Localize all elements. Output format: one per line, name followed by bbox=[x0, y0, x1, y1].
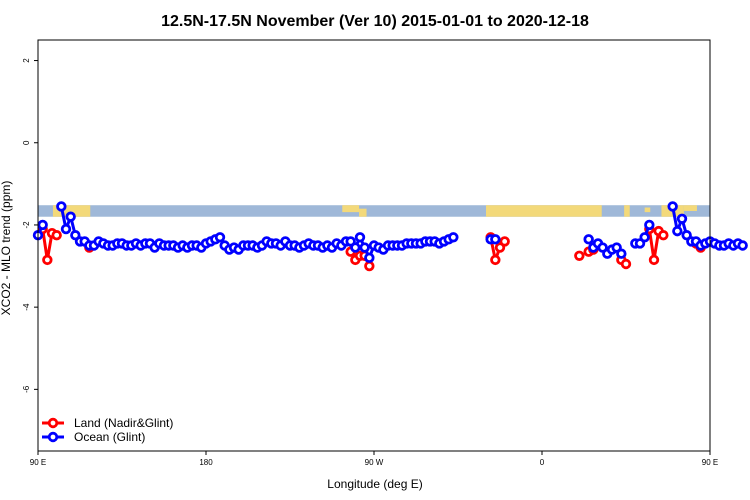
data-point bbox=[676, 213, 688, 224]
legend-ocean-label: Ocean (Glint) bbox=[74, 430, 145, 444]
data-point bbox=[658, 230, 669, 241]
y-axis-label: XCO2 - MLO trend (ppm) bbox=[0, 181, 13, 316]
data-point bbox=[644, 219, 655, 231]
legend-ocean-marker bbox=[47, 431, 59, 443]
data-point bbox=[364, 252, 375, 264]
data-point bbox=[364, 260, 375, 272]
chart-title: 12.5N-17.5N November (Ver 10) 2015-01-01… bbox=[161, 13, 589, 30]
y-tick-label: -4 bbox=[22, 303, 31, 311]
land-mass bbox=[342, 205, 360, 213]
y-tick-label: -2 bbox=[22, 221, 31, 229]
data-point bbox=[574, 250, 585, 261]
legend: Land (Nadir&Glint) Ocean (Glint) bbox=[42, 416, 173, 444]
land-mass bbox=[683, 205, 697, 211]
data-point bbox=[499, 236, 510, 247]
series-ocean bbox=[32, 201, 748, 264]
data-point bbox=[214, 232, 226, 243]
y-tick-label: 2 bbox=[22, 58, 31, 63]
data-point bbox=[65, 211, 76, 222]
land-mass bbox=[486, 205, 602, 217]
data-point bbox=[51, 230, 62, 241]
data-point bbox=[667, 201, 678, 212]
x-tick-label: 0 bbox=[540, 458, 545, 467]
legend-land-label: Land (Nadir&Glint) bbox=[74, 416, 173, 430]
data-point bbox=[359, 242, 370, 253]
y-tick-label: 0 bbox=[22, 140, 31, 145]
x-tick-label: 90 W bbox=[365, 458, 384, 467]
legend-item-land: Land (Nadir&Glint) bbox=[42, 416, 173, 430]
land-mass bbox=[624, 205, 630, 217]
data-point bbox=[583, 234, 594, 245]
land-ocean-strip bbox=[38, 205, 710, 217]
land-mass bbox=[644, 207, 651, 213]
data-point bbox=[37, 219, 48, 231]
x-tick-label: 180 bbox=[199, 458, 213, 467]
x-tick-label: 90 E bbox=[30, 458, 46, 467]
series-layer bbox=[32, 201, 748, 272]
x-axis: 90 E 180 90 W 0 90 E bbox=[30, 451, 718, 467]
data-point bbox=[490, 234, 501, 245]
data-point bbox=[350, 242, 361, 253]
y-tick-label: -6 bbox=[22, 385, 31, 393]
data-point bbox=[448, 232, 459, 243]
y-axis: 2 0 -2 -4 -6 bbox=[22, 58, 38, 393]
data-point bbox=[490, 254, 501, 266]
data-point bbox=[56, 201, 67, 212]
x-axis-label: Longitude (deg E) bbox=[327, 477, 422, 491]
x-tick-label: 90 E bbox=[702, 458, 718, 467]
ocean-strip bbox=[38, 205, 710, 217]
data-point bbox=[60, 223, 72, 235]
data-point bbox=[354, 232, 366, 243]
data-point bbox=[616, 248, 627, 259]
data-point bbox=[620, 258, 632, 270]
data-point bbox=[648, 254, 660, 266]
land-mass bbox=[359, 208, 367, 217]
legend-land-marker bbox=[47, 417, 59, 429]
land-mass bbox=[52, 205, 91, 217]
legend-item-ocean: Ocean (Glint) bbox=[42, 430, 145, 444]
data-point bbox=[639, 232, 650, 243]
data-point bbox=[737, 240, 748, 251]
data-point bbox=[672, 225, 683, 237]
data-point bbox=[42, 254, 53, 266]
